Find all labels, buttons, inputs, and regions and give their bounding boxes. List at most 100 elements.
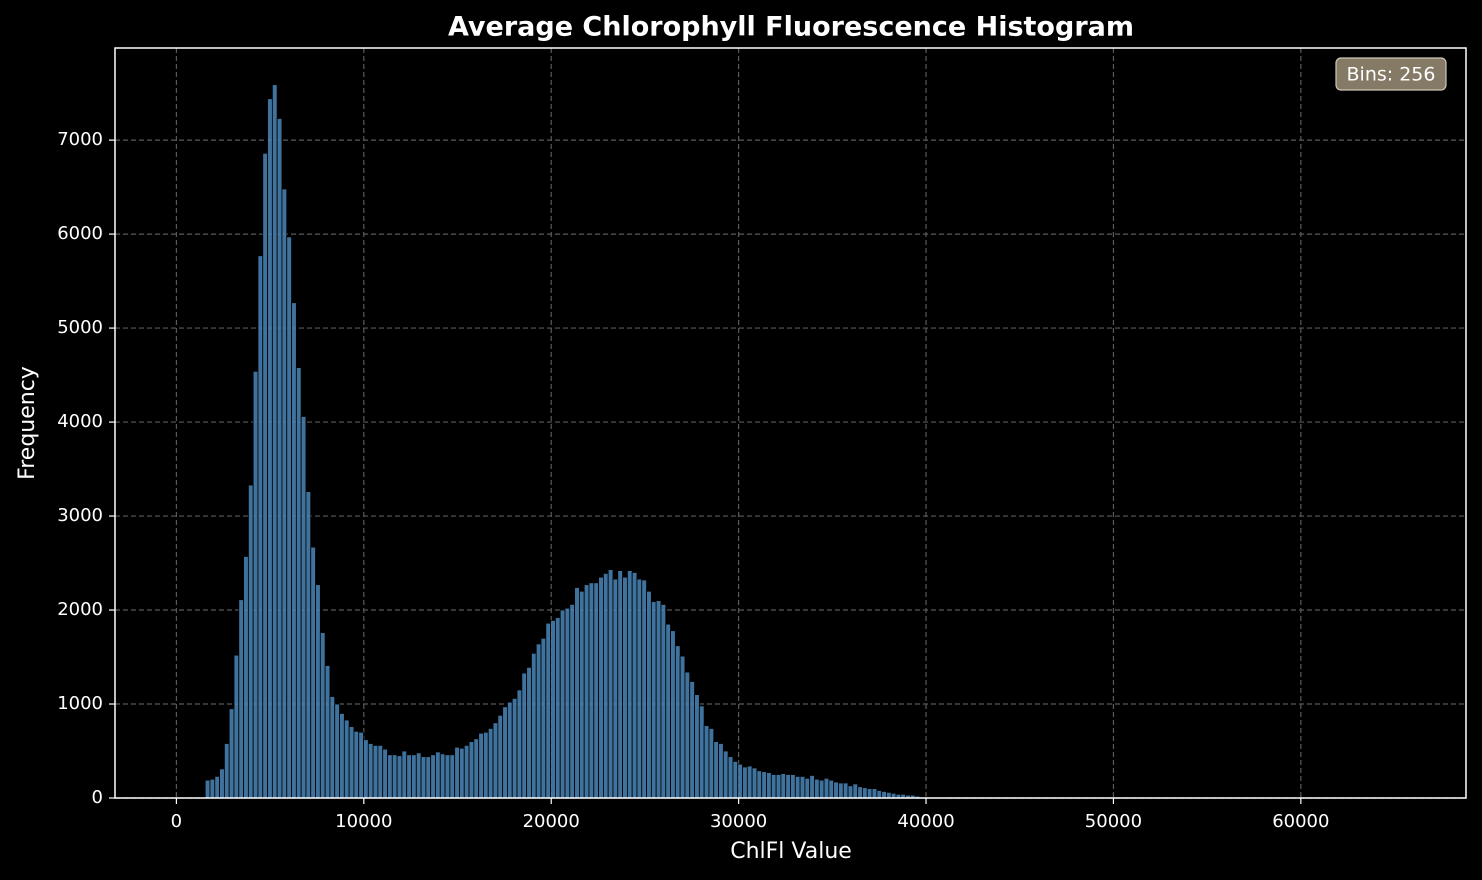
bar xyxy=(876,790,883,799)
bar xyxy=(454,746,460,799)
bar xyxy=(382,748,388,799)
bar xyxy=(698,705,705,799)
bar xyxy=(516,689,523,799)
bar xyxy=(257,255,264,799)
bar xyxy=(228,708,235,799)
bar xyxy=(411,754,417,799)
bar xyxy=(866,788,873,799)
bar xyxy=(679,655,686,799)
bar xyxy=(612,578,619,799)
bar xyxy=(775,774,782,799)
bar xyxy=(473,738,480,799)
bar xyxy=(435,751,441,799)
bar xyxy=(238,599,244,799)
bar xyxy=(746,765,753,799)
y-tick-label: 3000 xyxy=(57,505,103,526)
bar xyxy=(540,637,547,799)
bar xyxy=(790,774,796,799)
bar xyxy=(732,760,739,799)
bar xyxy=(252,370,259,799)
bar xyxy=(886,791,892,799)
x-tick-label: 0 xyxy=(171,811,182,832)
bar xyxy=(463,744,470,799)
bar xyxy=(751,767,758,799)
bar xyxy=(794,775,801,799)
bar xyxy=(607,569,614,799)
bar xyxy=(271,84,278,799)
bar xyxy=(818,779,825,799)
bar xyxy=(363,739,369,799)
bar xyxy=(631,572,638,799)
bar xyxy=(276,118,283,799)
annotation-box xyxy=(1335,57,1447,91)
bar xyxy=(722,750,729,799)
bar xyxy=(881,791,887,799)
bar xyxy=(535,643,542,799)
bar xyxy=(329,696,336,799)
bar xyxy=(396,755,403,799)
bar xyxy=(588,582,595,799)
bar xyxy=(367,743,374,799)
bar xyxy=(291,302,297,799)
bar xyxy=(871,788,878,799)
bar xyxy=(694,694,700,799)
bar xyxy=(583,584,590,799)
bar xyxy=(708,728,715,799)
bar xyxy=(598,576,604,799)
y-tick-label: 2000 xyxy=(57,599,103,620)
bar xyxy=(574,587,580,799)
x-tick-label: 50000 xyxy=(1085,811,1142,832)
bar xyxy=(569,603,576,799)
bar xyxy=(391,754,398,799)
x-tick-label: 40000 xyxy=(897,811,954,832)
bar xyxy=(267,98,273,799)
bar xyxy=(799,775,806,799)
bar xyxy=(636,578,643,799)
bar xyxy=(305,491,312,799)
bar xyxy=(526,666,532,799)
bar xyxy=(219,768,225,799)
bar xyxy=(655,600,662,799)
plot-frame xyxy=(114,47,1467,799)
bar xyxy=(602,572,609,799)
bar xyxy=(766,772,772,799)
bar xyxy=(247,484,254,799)
bar xyxy=(770,774,777,799)
x-axis-label: ChlFl Value xyxy=(730,839,852,864)
bar xyxy=(315,584,321,799)
bar xyxy=(742,766,748,799)
bar xyxy=(564,607,571,799)
bar xyxy=(852,783,859,799)
bar xyxy=(483,731,489,799)
bar xyxy=(550,619,556,799)
bar xyxy=(823,777,830,799)
bar xyxy=(833,781,839,799)
bar xyxy=(660,603,667,799)
bar xyxy=(847,785,854,799)
bar xyxy=(415,752,422,799)
bar xyxy=(857,786,863,799)
x-tick-label: 20000 xyxy=(523,811,580,832)
bar xyxy=(507,701,513,799)
bar xyxy=(358,731,364,799)
bar xyxy=(420,756,427,799)
bar xyxy=(756,770,763,799)
bar xyxy=(339,713,345,799)
bar xyxy=(444,754,451,799)
chart-title: Average Chlorophyll Fluorescence Histogr… xyxy=(448,12,1134,43)
x-tick-label: 30000 xyxy=(710,811,767,832)
bar xyxy=(838,782,844,799)
bar xyxy=(804,777,811,799)
bar xyxy=(502,706,508,799)
bar xyxy=(703,725,710,799)
bar xyxy=(718,743,724,799)
bar xyxy=(727,756,734,799)
bar xyxy=(439,753,446,799)
y-tick-label: 4000 xyxy=(57,411,103,432)
bar xyxy=(377,744,384,799)
bar xyxy=(828,779,835,799)
bar xyxy=(511,697,518,799)
